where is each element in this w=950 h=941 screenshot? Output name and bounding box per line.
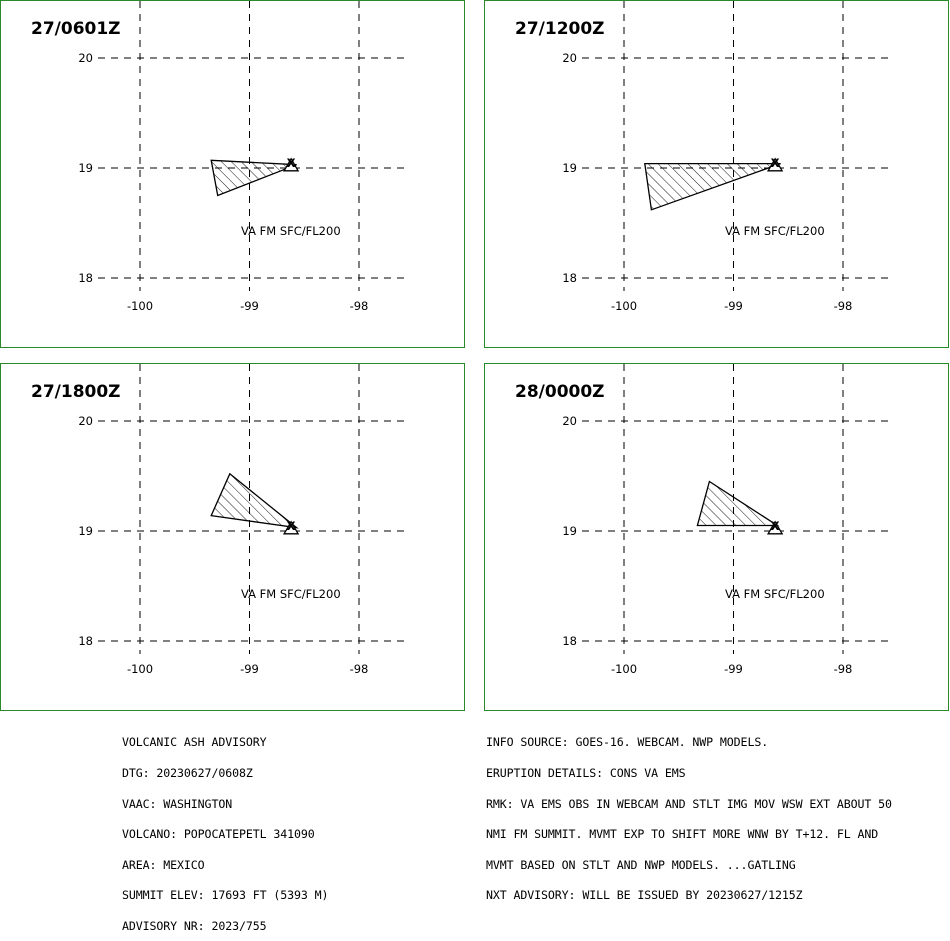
forecast-panel-0601z: -100 -99 -98 20 19 18 X VA FM SFC/FL200 27/0601… — [0, 0, 465, 348]
lon-tick-label: -98 — [350, 299, 369, 313]
volcano-summit-icon — [766, 520, 784, 535]
lon-tick-label: -100 — [611, 299, 637, 313]
advisory-text-right: INFO SOURCE: GOES-16. WEBCAM. NWP MODELS… — [486, 717, 892, 911]
advisory-line: DTG: 20230627/0608Z — [122, 766, 253, 780]
ash-cloud-polygon — [644, 162, 781, 211]
lat-tick-label: 20 — [562, 51, 577, 65]
lat-tick-label: 20 — [78, 414, 93, 428]
lon-tick-label: -98 — [834, 299, 853, 313]
summit-marker: X — [771, 519, 780, 533]
map-canvas: -100 -99 -98 20 19 18 X VA FM SFC/FL200 — [562, 1, 890, 313]
advisory-line: MVMT BASED ON STLT AND NWP MODELS. ...GA… — [486, 857, 796, 872]
advisory-line: RMK: VA EMS OBS IN WEBCAM AND STLT IMG M… — [486, 796, 892, 811]
advisory-text-left: VOLCANIC ASH ADVISORY DTG: 20230627/0608… — [122, 717, 329, 941]
ash-altitude-label: VA FM SFC/FL200 — [241, 587, 341, 601]
summit-marker: X — [287, 156, 296, 170]
panel-time-label: 27/1200Z — [515, 19, 605, 39]
ash-cloud-polygon — [210, 159, 297, 197]
advisory-line: ADVISORY NR: 2023/755 — [122, 918, 267, 933]
ash-altitude-label: VA FM SFC/FL200 — [725, 224, 825, 238]
advisory-line: VOLCANIC ASH ADVISORY — [122, 735, 267, 750]
lat-tick-label: 19 — [78, 161, 93, 175]
ash-altitude-label: VA FM SFC/FL200 — [241, 224, 341, 238]
lat-tick-label: 18 — [562, 271, 577, 285]
forecast-panel-1800z: -100 -99 -98 20 19 18 X VA FM SFC/FL200 27/1800… — [0, 363, 465, 711]
lon-tick-label: -98 — [350, 662, 369, 676]
lat-tick-label: 19 — [562, 161, 577, 175]
advisory-line: SUMMIT ELEV: 17693 FT (5393 M) — [122, 888, 329, 903]
map-canvas: -100 -99 -98 20 19 18 X VA FM SFC/FL200 — [562, 364, 890, 676]
advisory-line: INFO SOURCE: GOES-16. WEBCAM. NWP MODELS… — [486, 735, 769, 750]
lon-tick-label: -99 — [724, 662, 743, 676]
lat-tick-label: 19 — [78, 524, 93, 538]
lat-tick-label: 20 — [562, 414, 577, 428]
summit-marker: X — [771, 156, 780, 170]
advisory-line: ERUPTION DETAILS: CONS VA EMS — [486, 766, 686, 780]
forecast-panel-1200z: -100 -99 -98 20 19 18 X VA FM SFC/FL200 27/1200… — [484, 0, 949, 348]
lon-tick-label: -99 — [240, 662, 259, 676]
map-canvas: -100 -99 -98 20 19 18 X VA FM SFC/FL200 — [78, 1, 406, 313]
lat-tick-label: 20 — [78, 51, 93, 65]
panel-time-label: 28/0000Z — [515, 382, 605, 402]
ash-cloud-polygon — [696, 480, 780, 527]
summit-marker: X — [287, 519, 296, 533]
advisory-line: NMI FM SUMMIT. MVMT EXP TO SHIFT MORE WN… — [486, 827, 879, 842]
lon-tick-label: -99 — [724, 299, 743, 313]
lat-tick-label: 18 — [78, 634, 93, 648]
lon-tick-label: -100 — [127, 299, 153, 313]
volcano-summit-icon — [282, 157, 300, 172]
ash-altitude-label: VA FM SFC/FL200 — [725, 587, 825, 601]
lat-tick-label: 19 — [562, 524, 577, 538]
advisory-line: AREA: MEXICO — [122, 857, 205, 872]
advisory-line: VOLCANO: POPOCATEPETL 341090 — [122, 827, 315, 842]
volcano-summit-icon — [766, 157, 784, 172]
panel-time-label: 27/0601Z — [31, 19, 121, 39]
advisory-line: NXT ADVISORY: WILL BE ISSUED BY 20230627… — [486, 888, 803, 903]
forecast-panel-0000z: -100 -99 -98 20 19 18 X VA FM SFC/FL200 28/0000… — [484, 363, 949, 711]
lat-tick-label: 18 — [78, 271, 93, 285]
lon-tick-label: -100 — [127, 662, 153, 676]
panel-time-label: 27/1800Z — [31, 382, 121, 402]
advisory-line: VAAC: WASHINGTON — [122, 796, 233, 811]
volcano-summit-icon — [282, 520, 300, 535]
lat-tick-label: 18 — [562, 634, 577, 648]
map-canvas: -100 -99 -98 20 19 18 X VA FM SFC/FL200 — [78, 364, 406, 676]
lon-tick-label: -100 — [611, 662, 637, 676]
lon-tick-label: -98 — [834, 662, 853, 676]
lon-tick-label: -99 — [240, 299, 259, 313]
ash-cloud-polygon — [210, 472, 299, 529]
